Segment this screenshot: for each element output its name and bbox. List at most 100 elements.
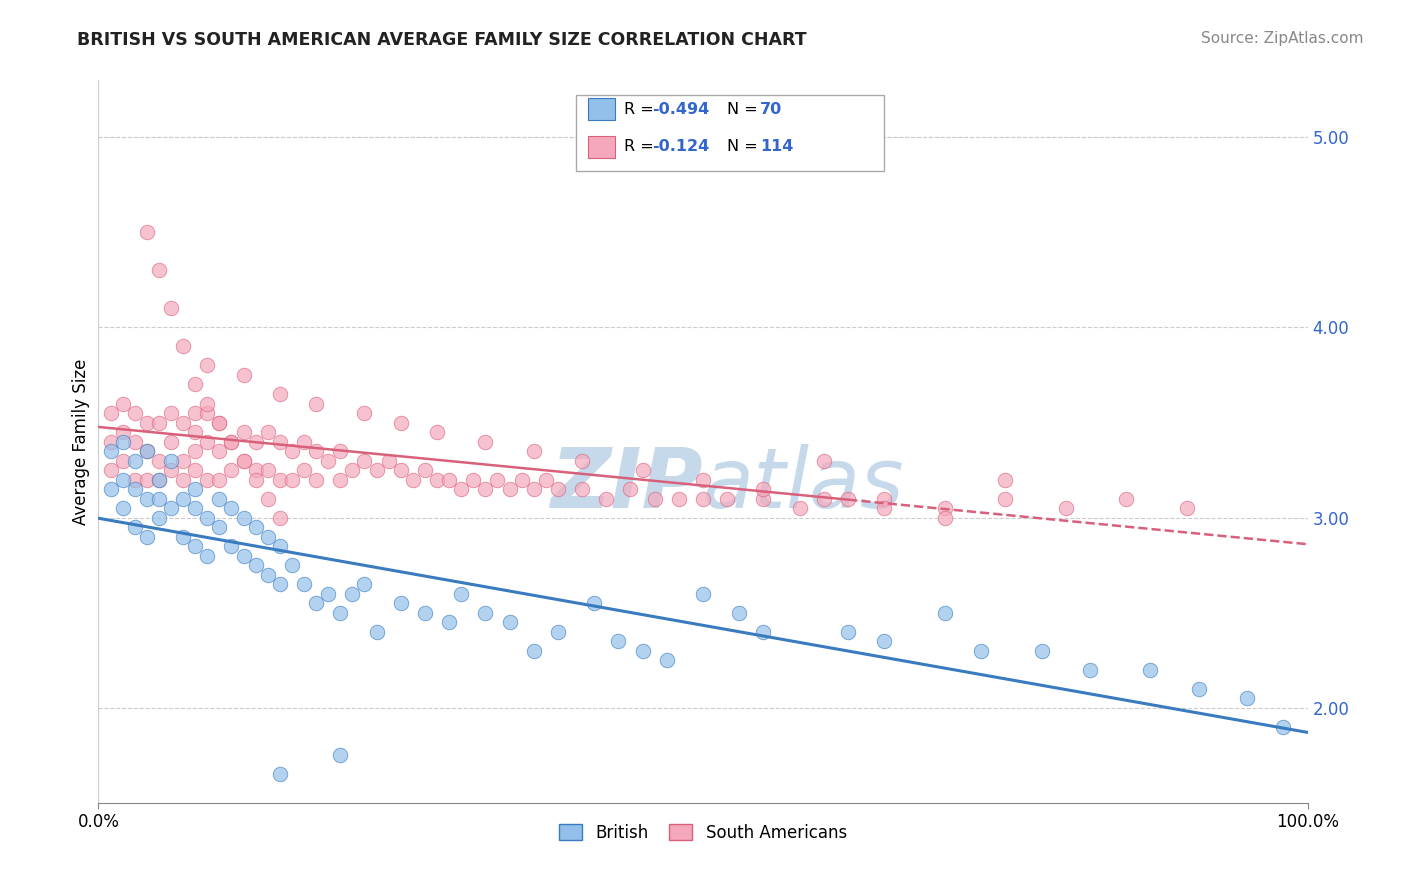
Point [692, 587, 714, 601]
Bar [588, 136, 614, 158]
Point [135, 226, 157, 240]
Point [172, 416, 194, 430]
Point [873, 491, 896, 506]
Point [281, 558, 304, 573]
Point [873, 634, 896, 648]
Point [208, 416, 231, 430]
Point [124, 453, 146, 467]
Point [534, 473, 557, 487]
Point [269, 539, 291, 553]
Point [668, 491, 690, 506]
Point [148, 453, 170, 467]
Point [1272, 720, 1295, 734]
Point [413, 463, 436, 477]
Point [172, 339, 194, 353]
Text: R =: R = [624, 139, 659, 154]
Point [172, 473, 194, 487]
Point [389, 463, 412, 477]
Point [148, 473, 170, 487]
Point [281, 473, 304, 487]
Point [366, 624, 388, 639]
Point [426, 473, 449, 487]
Point [305, 596, 328, 610]
Point [124, 520, 146, 534]
Point [583, 596, 606, 610]
Point [547, 482, 569, 496]
Point [486, 473, 509, 487]
Point [184, 482, 207, 496]
Point [245, 558, 267, 573]
Point [1031, 643, 1053, 657]
Point [208, 416, 231, 430]
Point [1078, 663, 1101, 677]
Point [474, 482, 496, 496]
Point [256, 425, 278, 439]
Point [124, 482, 146, 496]
Point [329, 606, 352, 620]
Point [221, 434, 243, 449]
Point [353, 577, 375, 591]
Point [135, 444, 157, 458]
Text: BRITISH VS SOUTH AMERICAN AVERAGE FAMILY SIZE CORRELATION CHART: BRITISH VS SOUTH AMERICAN AVERAGE FAMILY… [77, 31, 807, 49]
Point [292, 463, 315, 477]
Point [752, 491, 775, 506]
Point [148, 263, 170, 277]
Point [631, 643, 654, 657]
Point [195, 359, 218, 373]
Point [221, 434, 243, 449]
Point [292, 577, 315, 591]
Text: -0.494: -0.494 [652, 102, 710, 117]
Point [437, 615, 460, 630]
Text: -0.124: -0.124 [652, 139, 710, 154]
Point [813, 453, 835, 467]
Point [256, 530, 278, 544]
Point [232, 425, 254, 439]
Point [813, 491, 835, 506]
Point [644, 491, 666, 506]
Point [305, 473, 328, 487]
Point [232, 453, 254, 467]
Point [692, 473, 714, 487]
Point [450, 482, 472, 496]
Point [195, 549, 218, 563]
Point [353, 453, 375, 467]
Point [111, 501, 134, 516]
Point [692, 491, 714, 506]
Point [316, 587, 339, 601]
Point [160, 463, 183, 477]
Point [292, 434, 315, 449]
Point [437, 473, 460, 487]
Point [269, 473, 291, 487]
Point [195, 396, 218, 410]
Point [269, 577, 291, 591]
Point [789, 501, 811, 516]
Point [184, 539, 207, 553]
Point [1175, 501, 1198, 516]
Point [498, 615, 520, 630]
Point [873, 501, 896, 516]
Point [184, 406, 207, 420]
Point [184, 425, 207, 439]
Point [316, 453, 339, 467]
Point [148, 473, 170, 487]
Point [256, 463, 278, 477]
Point [402, 473, 425, 487]
Point [195, 473, 218, 487]
Point [474, 434, 496, 449]
Point [510, 473, 533, 487]
Point [135, 416, 157, 430]
Point [595, 491, 617, 506]
Y-axis label: Average Family Size: Average Family Size [72, 359, 90, 524]
Point [269, 434, 291, 449]
Point [389, 416, 412, 430]
Point [329, 473, 352, 487]
Point [269, 387, 291, 401]
Point [353, 406, 375, 420]
Point [100, 406, 122, 420]
Point [342, 463, 364, 477]
Point [837, 491, 859, 506]
Point [413, 606, 436, 620]
Point [184, 444, 207, 458]
Point [111, 425, 134, 439]
Point [571, 453, 593, 467]
